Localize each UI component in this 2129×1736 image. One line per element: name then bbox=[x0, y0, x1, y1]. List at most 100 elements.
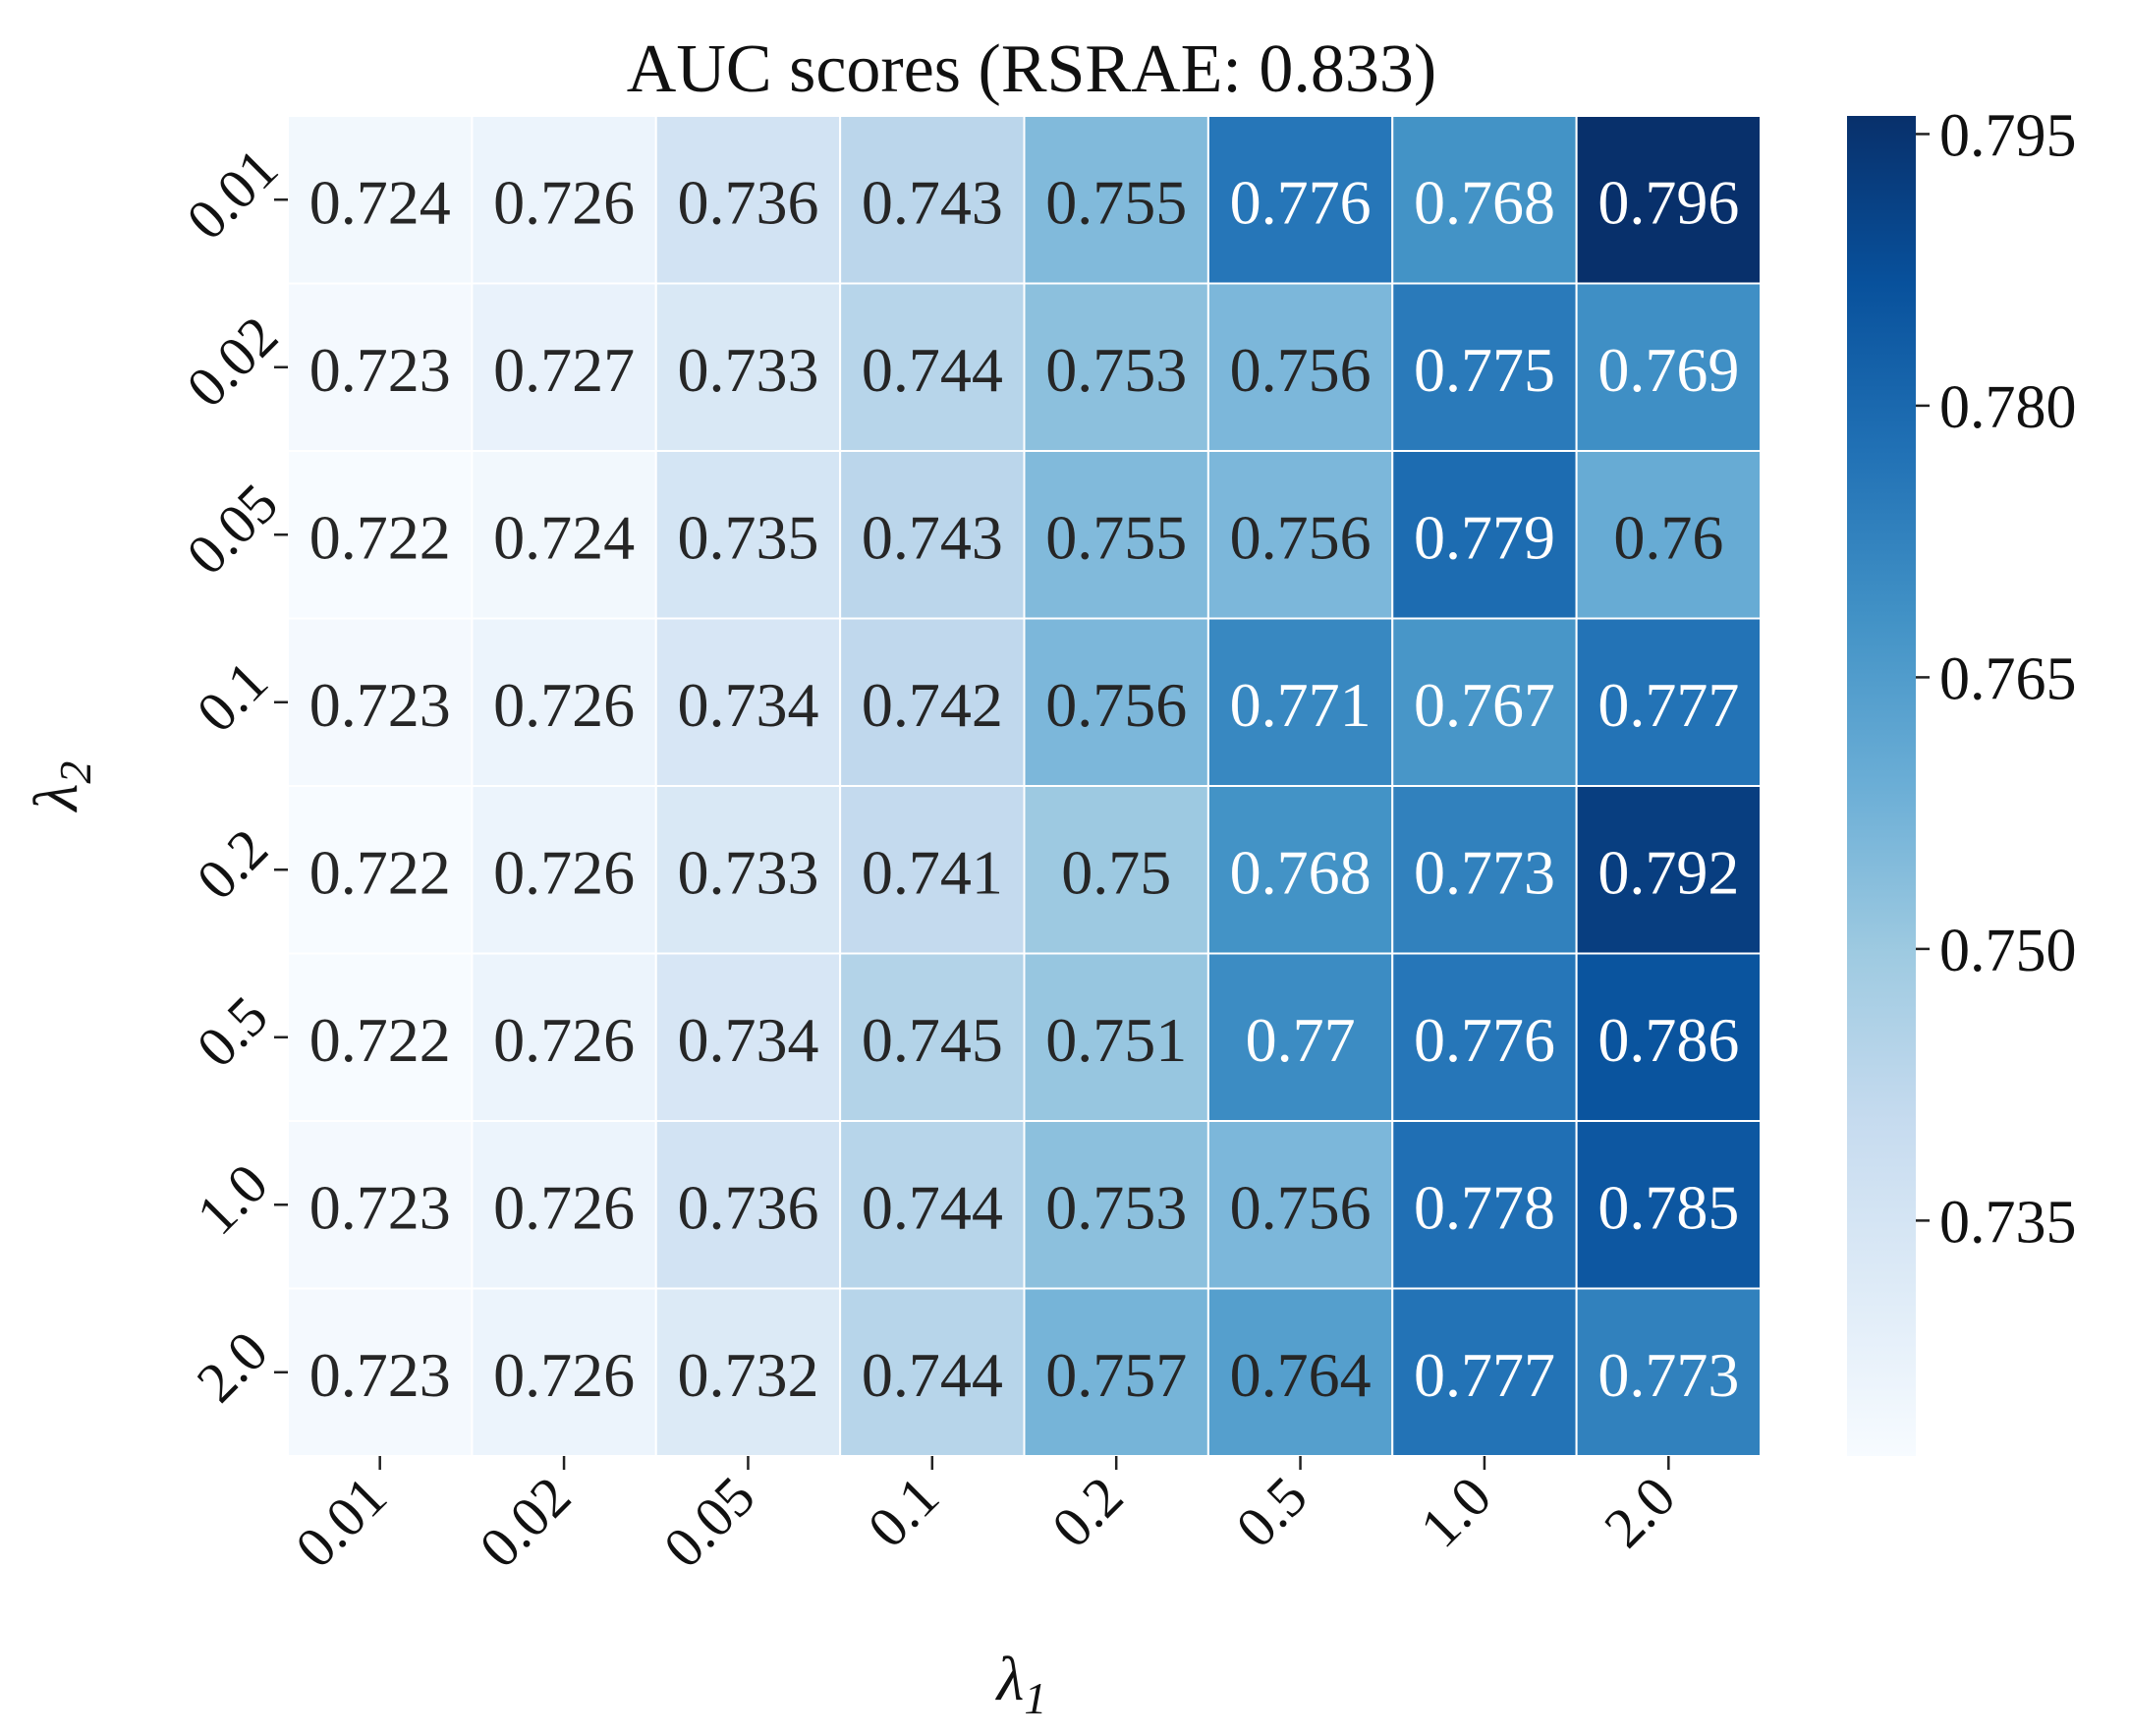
heatmap-cell-label: 0.723 bbox=[309, 1340, 451, 1410]
heatmap-cell bbox=[1575, 1120, 1762, 1290]
heatmap-cell-label: 0.744 bbox=[862, 335, 1003, 405]
heatmap-cell bbox=[1206, 952, 1394, 1122]
heatmap-cell-label: 0.753 bbox=[1045, 1172, 1187, 1242]
heatmap-cell bbox=[1391, 785, 1578, 955]
heatmap-cell-label: 0.768 bbox=[1230, 837, 1372, 907]
heatmap-cell bbox=[1391, 1120, 1578, 1290]
heatmap-cell-label: 0.743 bbox=[862, 502, 1003, 572]
heatmap-cell-label: 0.779 bbox=[1414, 502, 1555, 572]
heatmap-cell-label: 0.734 bbox=[677, 670, 818, 740]
heatmap-cell bbox=[287, 1120, 474, 1290]
x-axis-label: λ1 bbox=[995, 1644, 1047, 1723]
heatmap-cell-label: 0.722 bbox=[309, 502, 451, 572]
heatmap-cell-label: 0.733 bbox=[677, 335, 818, 405]
colorbar-tick-label: 0.765 bbox=[1939, 645, 2077, 712]
heatmap-cell bbox=[839, 450, 1026, 620]
colorbar-ticks: 0.735 0.750 0.765 0.780 0.795 bbox=[1916, 102, 2077, 1256]
heatmap-cell-label: 0.757 bbox=[1045, 1340, 1187, 1410]
heatmap-cell bbox=[1023, 1287, 1209, 1457]
x-tick-label: 0.05 bbox=[651, 1464, 767, 1580]
heatmap-cell-label: 0.726 bbox=[493, 1005, 635, 1075]
heatmap-cell-label: 0.796 bbox=[1597, 167, 1739, 237]
heatmap-cell bbox=[654, 450, 842, 620]
y-tick-label: 2.0 bbox=[185, 1318, 280, 1414]
y-tick-label: 0.02 bbox=[174, 304, 290, 420]
heatmap-cell-label: 0.743 bbox=[862, 167, 1003, 237]
heatmap-cell-label: 0.723 bbox=[309, 670, 451, 740]
heatmap-cell bbox=[1023, 450, 1209, 620]
heatmap-cell-label: 0.727 bbox=[493, 335, 635, 405]
heatmap-cell bbox=[1575, 1287, 1762, 1457]
y-tick-label: 0.05 bbox=[174, 472, 290, 588]
heatmap-cell-label: 0.741 bbox=[862, 837, 1003, 907]
heatmap-cell-label: 0.77 bbox=[1246, 1005, 1356, 1075]
heatmap-cell-label: 0.735 bbox=[677, 502, 818, 572]
heatmap-cell-label: 0.777 bbox=[1414, 1340, 1555, 1410]
x-tick-label: 0.5 bbox=[1224, 1464, 1319, 1559]
heatmap-cell-label: 0.733 bbox=[677, 837, 818, 907]
colorbar-tick-label: 0.750 bbox=[1939, 918, 2077, 984]
heatmap-cell-label: 0.756 bbox=[1230, 335, 1372, 405]
colorbar-tick-label: 0.735 bbox=[1939, 1189, 2077, 1256]
heatmap-cell bbox=[654, 115, 842, 285]
x-tick-label: 0.2 bbox=[1039, 1464, 1135, 1559]
heatmap-cell-label: 0.732 bbox=[677, 1340, 818, 1410]
heatmap-cell-label: 0.722 bbox=[309, 837, 451, 907]
x-axis-label-symbol: λ bbox=[995, 1644, 1025, 1713]
y-axis-label: λ2 bbox=[21, 761, 100, 813]
x-tick-label: 0.1 bbox=[856, 1464, 951, 1559]
heatmap-cell bbox=[1391, 282, 1578, 452]
heatmap-cell bbox=[471, 952, 657, 1122]
heatmap-cell-label: 0.744 bbox=[862, 1340, 1003, 1410]
heatmap-cell-label: 0.767 bbox=[1414, 670, 1555, 740]
heatmap-cell bbox=[1575, 115, 1762, 285]
heatmap-cell-labels: 0.724 0.726 0.736 0.743 0.755 0.776 0.768 0.796… bbox=[309, 167, 1740, 1410]
heatmap-cell-label: 0.755 bbox=[1045, 502, 1187, 572]
heatmap-cell bbox=[839, 785, 1026, 955]
x-tick-label: 1.0 bbox=[1408, 1464, 1503, 1559]
heatmap-cell bbox=[654, 1287, 842, 1457]
heatmap-cell bbox=[287, 617, 474, 787]
heatmap-cell-label: 0.773 bbox=[1414, 837, 1555, 907]
heatmap-cell-label: 0.726 bbox=[493, 167, 635, 237]
heatmap-cell-label: 0.773 bbox=[1597, 1340, 1739, 1410]
heatmap-cells bbox=[287, 115, 1762, 1457]
heatmap-cell bbox=[471, 282, 657, 452]
y-axis-ticks: 0.01 0.02 0.05 0.1 0.2 0.5 1.0 2.0 bbox=[174, 137, 290, 1415]
x-tick-label: 2.0 bbox=[1592, 1464, 1687, 1559]
heatmap-cell-label: 0.723 bbox=[309, 1172, 451, 1242]
heatmap-cell bbox=[654, 1120, 842, 1290]
heatmap-cell bbox=[1575, 282, 1762, 452]
y-tick-label: 0.5 bbox=[185, 983, 280, 1079]
heatmap-cell-label: 0.756 bbox=[1045, 670, 1187, 740]
heatmap-cell-label: 0.756 bbox=[1230, 502, 1372, 572]
chart-title: AUC scores (RSRAE: 0.833) bbox=[627, 31, 1436, 107]
heatmap-cell-label: 0.723 bbox=[309, 335, 451, 405]
heatmap-cell-label: 0.726 bbox=[493, 837, 635, 907]
heatmap-cell bbox=[1023, 617, 1209, 787]
heatmap-cell-label: 0.722 bbox=[309, 1005, 451, 1075]
heatmap-cell-label: 0.775 bbox=[1414, 335, 1555, 405]
heatmap-cell bbox=[654, 617, 842, 787]
heatmap-cell bbox=[839, 282, 1026, 452]
heatmap-cell-label: 0.744 bbox=[862, 1172, 1003, 1242]
colorbar-tick-label: 0.795 bbox=[1939, 102, 2077, 169]
x-tick-label: 0.01 bbox=[283, 1464, 399, 1580]
heatmap-cell bbox=[1206, 785, 1394, 955]
y-axis-label-symbol: λ bbox=[21, 784, 90, 813]
heatmap-cell-label: 0.745 bbox=[862, 1005, 1003, 1075]
heatmap-cell-label: 0.769 bbox=[1597, 335, 1739, 405]
heatmap-cell-label: 0.771 bbox=[1230, 670, 1372, 740]
heatmap-cell bbox=[654, 952, 842, 1122]
heatmap-cell bbox=[287, 115, 474, 285]
x-axis-label-subscript: 1 bbox=[1024, 1673, 1046, 1723]
heatmap-cell-label: 0.786 bbox=[1597, 1005, 1739, 1075]
x-axis-ticks: 0.01 0.02 0.05 0.1 0.2 0.5 1.0 2.0 bbox=[283, 1456, 1688, 1580]
heatmap-cell-label: 0.75 bbox=[1061, 837, 1171, 907]
y-tick-label: 1.0 bbox=[185, 1151, 280, 1247]
heatmap-cell bbox=[1023, 952, 1209, 1122]
heatmap-cell bbox=[1391, 617, 1578, 787]
heatmap-cell-label: 0.726 bbox=[493, 670, 635, 740]
y-tick-label: 0.1 bbox=[185, 648, 280, 744]
heatmap-cell-label: 0.724 bbox=[309, 167, 451, 237]
